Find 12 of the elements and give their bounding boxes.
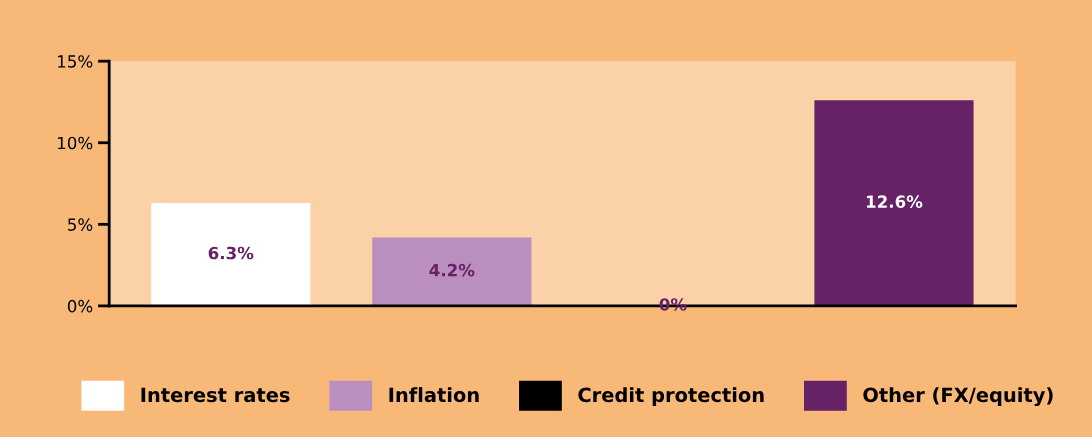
legend-label: Interest rates [141,387,290,403]
data-label: 4.2% [429,263,475,277]
data-label: 6.3% [208,246,254,260]
y-tick-label: 5% [68,218,93,231]
y-tick-label: 0% [67,299,93,313]
legend-label: Credit protection [578,387,764,406]
y-tick-label: 15% [58,55,93,68]
y-tick-label: 10% [58,136,93,150]
data-label: 12.6% [866,195,923,208]
legend-label: Other (FX/equity) [863,387,1053,407]
data-label: 0% [659,298,687,311]
legend-label: Inflation [389,387,479,403]
